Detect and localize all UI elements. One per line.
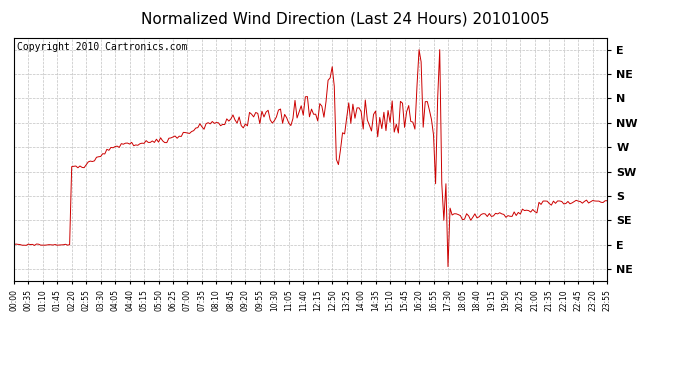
Text: Copyright 2010 Cartronics.com: Copyright 2010 Cartronics.com bbox=[17, 42, 187, 52]
Text: Normalized Wind Direction (Last 24 Hours) 20101005: Normalized Wind Direction (Last 24 Hours… bbox=[141, 11, 549, 26]
